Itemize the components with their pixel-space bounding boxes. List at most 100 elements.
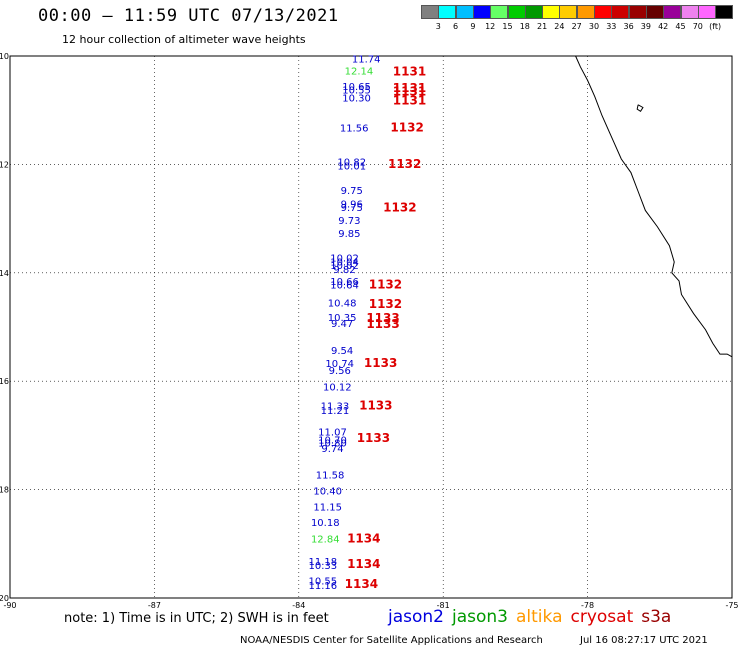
swh-value-label: 10.02 — [330, 254, 359, 265]
swh-value-label: 10.18 — [311, 518, 340, 529]
lat-tick-label: -16 — [0, 377, 9, 386]
lat-tick-label: -18 — [0, 486, 9, 495]
units-note: note: 1) Time is in UTC; 2) SWH is in fe… — [64, 611, 329, 626]
color-scale-label: 36 — [623, 22, 634, 31]
grid-lines — [10, 56, 732, 598]
coastline-peru — [575, 55, 733, 358]
swh-value-label: 9.82 — [333, 265, 355, 276]
swh-value-label: 9.54 — [331, 346, 353, 357]
chart-title: 00:00 – 11:59 UTC 07/13/2021 — [38, 6, 339, 26]
color-swatch — [715, 5, 734, 19]
swh-value-label: 9.47 — [331, 319, 353, 330]
lat-tick-label: -10 — [0, 52, 9, 61]
chart-subtitle: 12 hour collection of altimeter wave hei… — [62, 33, 306, 46]
swh-value-label: 9.96 — [341, 199, 363, 210]
cycle-number-label: 1134 — [347, 531, 380, 545]
swh-value-label: 10.04 — [330, 257, 359, 268]
lat-tick-label: -12 — [0, 160, 9, 169]
footer-credit: NOAA/NESDIS Center for Satellite Applica… — [240, 635, 543, 646]
axis-ticks: -90 -87 -84 -81 -78 -75 -10 -12 -14 -16 -18 -20 — [0, 52, 739, 610]
cycle-number-label: 1132 — [388, 157, 421, 171]
swh-value-label: 9.75 — [341, 186, 363, 197]
lon-tick-label: -84 — [292, 601, 305, 610]
cycle-number-label: 1133 — [357, 431, 390, 445]
swh-value-label: 10.48 — [328, 299, 357, 310]
swh-value-label: 10.82 — [337, 158, 366, 169]
color-scale-label: 30 — [588, 22, 600, 31]
color-scale-label: 42 — [658, 22, 669, 31]
map-frame — [9, 55, 733, 599]
legend-entry-jason2: jason2 — [388, 607, 444, 627]
color-scale-label: 18 — [519, 22, 530, 31]
swh-value-label: 11.56 — [340, 124, 369, 135]
cycle-number-label: 1132 — [369, 297, 402, 311]
cycle-number-label: 1131 — [393, 93, 426, 107]
cycle-number-label: 1131 — [393, 85, 426, 99]
lat-tick-label: -14 — [0, 269, 9, 278]
color-scale-label: 12 — [485, 22, 496, 31]
cycle-number-label: 1133 — [366, 317, 399, 331]
swh-value-label: 11.74 — [352, 55, 381, 66]
swh-value-label: 10.64 — [330, 281, 359, 292]
swh-value-label: 10.35 — [328, 313, 357, 324]
lon-tick-label: -87 — [148, 601, 161, 610]
satellite-legend: jason2 jason3 altika cryosat s3a — [388, 607, 679, 627]
coastline-island — [636, 104, 644, 112]
swh-value-label: 10.01 — [337, 161, 366, 172]
swh-observations: 11.7412.1410.6510.5510.3011.5610.8210.01… — [309, 55, 381, 592]
swh-value-label: 11.21 — [321, 406, 350, 417]
cycle-number-label: 1132 — [390, 120, 423, 134]
swh-value-label: 11.15 — [313, 502, 342, 513]
lat-tick-label: -20 — [0, 594, 9, 603]
swh-value-label: 9.56 — [329, 366, 351, 377]
cycle-number-label: 1131 — [393, 81, 426, 95]
swh-value-label: 11.18 — [309, 557, 338, 568]
swh-value-label: 10.12 — [323, 383, 352, 394]
color-scale-label: 39 — [640, 22, 651, 31]
swh-value-label: 10.74 — [325, 359, 354, 370]
color-scale-label: 15 — [502, 22, 513, 31]
color-scale-label: 21 — [537, 22, 548, 31]
color-scale-label: 3 — [435, 22, 441, 31]
legend-entry-altika: altika — [516, 607, 563, 627]
swh-value-label: 9.85 — [338, 229, 360, 240]
coastline — [575, 55, 733, 358]
cycle-number-label: 1133 — [364, 356, 397, 370]
swh-value-label: 10.55 — [309, 577, 338, 588]
color-scale-label: 24 — [554, 22, 565, 31]
swh-value-label: 12.14 — [345, 67, 374, 78]
cycle-number-label: 1134 — [347, 557, 380, 571]
footer-timestamp: Jul 16 08:27:17 UTC 2021 — [580, 635, 708, 646]
cycle-number-label: 1133 — [359, 399, 392, 413]
lon-tick-label: -75 — [725, 601, 738, 610]
swh-value-label: 10.30 — [342, 94, 371, 105]
swh-value-label: 10.40 — [313, 487, 342, 498]
swh-value-label: 10.55 — [342, 86, 371, 97]
lon-tick-label: -78 — [581, 601, 594, 610]
lon-tick-label: -81 — [437, 601, 450, 610]
cycle-number-label: 1134 — [345, 577, 378, 591]
cycle-labels: 1131113111311131113211321132113211321133… — [345, 65, 427, 591]
color-scale-label: (ft) — [709, 22, 722, 31]
swh-value-label: 9.73 — [338, 216, 360, 227]
color-scale-label: 33 — [606, 22, 617, 31]
legend-entry-jason3: jason3 — [452, 607, 508, 627]
swh-value-label: 9.75 — [341, 203, 363, 214]
swh-value-label: 10.66 — [330, 277, 359, 288]
swh-value-label: 12.84 — [311, 534, 340, 545]
color-scale-label: 6 — [453, 22, 459, 31]
swh-value-label: 11.16 — [309, 581, 338, 592]
legend-entry-s3a: s3a — [641, 607, 672, 627]
lon-tick-label: -90 — [3, 601, 16, 610]
cycle-number-label: 1131 — [393, 65, 426, 79]
color-scale-label: 70 — [692, 22, 703, 31]
cycle-number-label: 1132 — [369, 278, 402, 292]
color-scale-label: 9 — [470, 22, 476, 31]
cycle-number-label: 1132 — [383, 201, 416, 215]
swh-value-label: 10.02 — [330, 261, 359, 272]
swh-value-label: 10.33 — [309, 561, 338, 572]
swh-value-label: 11.58 — [316, 470, 345, 481]
swh-value-label: 10.70 — [318, 436, 347, 447]
legend-entry-cryosat: cryosat — [570, 607, 634, 627]
